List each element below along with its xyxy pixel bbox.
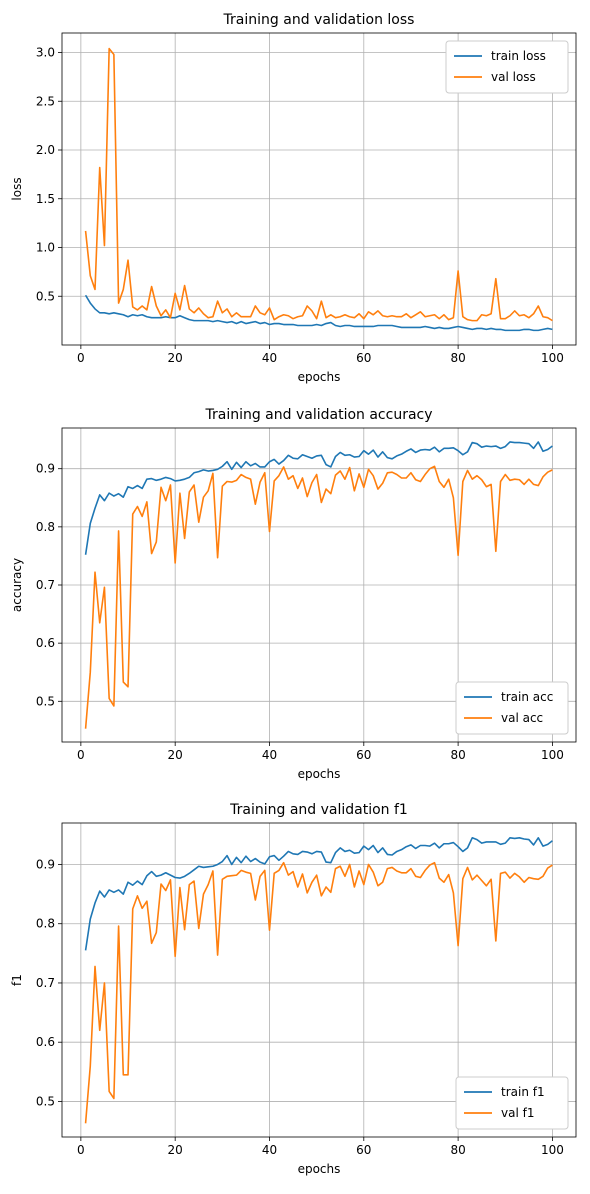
legend-box — [455, 681, 569, 735]
legend: train loss val loss — [445, 40, 569, 94]
legend-box — [455, 1076, 569, 1130]
legend-label: val acc — [501, 711, 543, 725]
y-tick-label: 3.0 — [36, 46, 55, 60]
x-tick-label: 100 — [541, 1143, 564, 1157]
y-tick-label: 0.5 — [36, 289, 55, 303]
y-tick-label: 1.5 — [36, 192, 55, 206]
y-axis-label: f1 — [10, 974, 24, 986]
y-tick-label: 0.7 — [36, 578, 55, 592]
y-tick-label: 0.7 — [36, 976, 55, 990]
series-line-train — [84, 837, 553, 951]
x-tick-label: 100 — [541, 748, 564, 762]
y-tick-label: 2.5 — [36, 94, 55, 108]
x-tick-label: 20 — [168, 351, 183, 365]
y-axis-label: loss — [10, 177, 24, 200]
y-tick-label: 1.0 — [36, 241, 55, 255]
legend-label: train loss — [491, 49, 546, 63]
x-tick-label: 60 — [356, 748, 371, 762]
chart-3: 0 20 40 60 80 100 0.5 0.6 0.7 0.8 0.9 Training and … — [10, 802, 577, 1176]
x-tick-label: 80 — [450, 351, 465, 365]
y-tick-label: 0.9 — [36, 462, 55, 476]
x-tick-label: 40 — [262, 1143, 277, 1157]
x-tick-label: 0 — [77, 748, 85, 762]
x-tick-label: 60 — [356, 351, 371, 365]
y-tick-label: 0.6 — [36, 636, 55, 650]
chart-title: Training and validation f1 — [229, 802, 408, 818]
x-tick-label: 80 — [450, 748, 465, 762]
x-tick-label: 40 — [262, 748, 277, 762]
chart-2: 0 20 40 60 80 100 0.5 0.6 0.7 0.8 0.9 Training and … — [10, 407, 577, 781]
y-tick-label: 2.0 — [36, 143, 55, 157]
y-tick-label: 0.9 — [36, 857, 55, 871]
y-tick-label: 0.8 — [36, 520, 55, 534]
chart-1: 0 20 40 60 80 100 0.5 1.0 1.5 2.0 2.5 3.0 Training a… — [10, 12, 577, 384]
x-tick-label: 20 — [168, 1143, 183, 1157]
x-axis-label: epochs — [298, 1162, 341, 1176]
legend-label: val f1 — [501, 1106, 534, 1120]
series-line-train — [84, 294, 553, 332]
y-tick-label: 0.6 — [36, 1035, 55, 1049]
series-line-train — [84, 441, 553, 555]
x-tick-label: 0 — [77, 1143, 85, 1157]
x-tick-label: 20 — [168, 748, 183, 762]
x-tick-label: 40 — [262, 351, 277, 365]
x-tick-label: 100 — [541, 351, 564, 365]
plot-frame — [61, 822, 577, 1138]
series-line-val — [84, 47, 553, 322]
x-tick-label: 60 — [356, 1143, 371, 1157]
plot-frame — [61, 32, 577, 346]
legend: train acc val acc — [455, 681, 569, 735]
chart-title: Training and validation loss — [223, 12, 415, 28]
y-tick-label: 0.8 — [36, 917, 55, 931]
series-line-val — [84, 465, 553, 729]
x-tick-label: 80 — [450, 1143, 465, 1157]
legend: train f1 val f1 — [455, 1076, 569, 1130]
y-tick-label: 0.5 — [36, 1094, 55, 1108]
x-tick-label: 0 — [77, 351, 85, 365]
x-axis-label: epochs — [298, 767, 341, 781]
legend-label: val loss — [491, 70, 536, 84]
legend-label: train acc — [501, 690, 553, 704]
chart-title: Training and validation accuracy — [204, 407, 432, 423]
legend-label: train f1 — [501, 1085, 545, 1099]
legend-box — [445, 40, 569, 94]
y-tick-label: 0.5 — [36, 694, 55, 708]
series-line-val — [84, 861, 553, 1124]
y-axis-label: accuracy — [10, 558, 24, 612]
x-axis-label: epochs — [298, 370, 341, 384]
